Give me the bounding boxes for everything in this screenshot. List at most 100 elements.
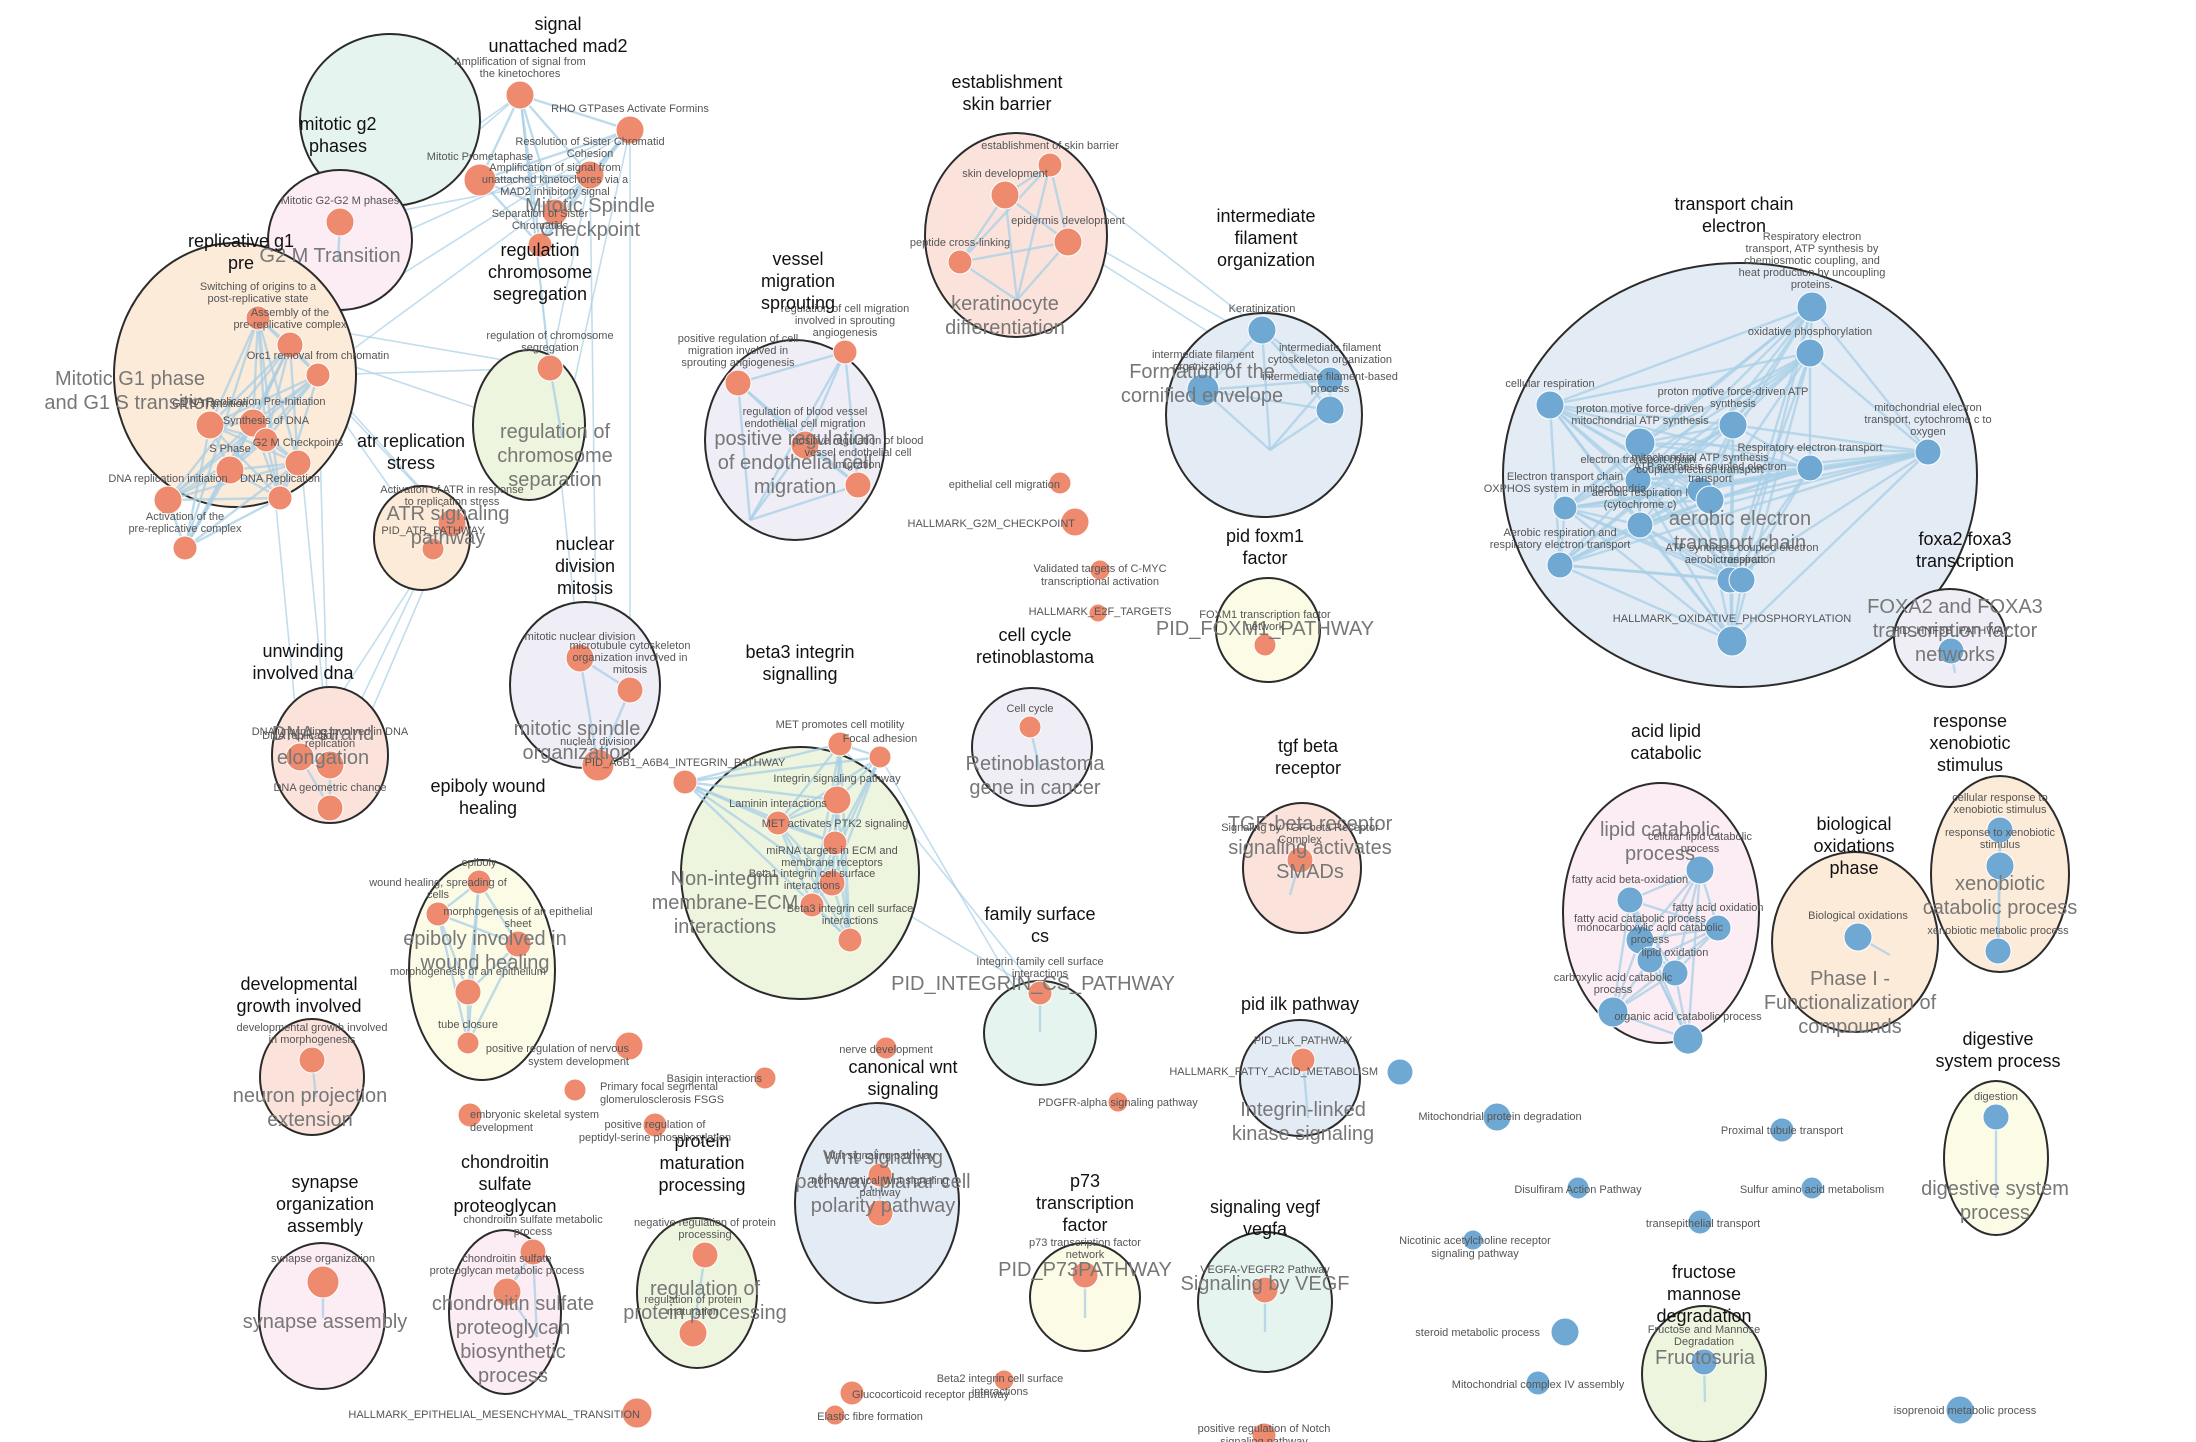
pathway-node[interactable] (1546, 551, 1574, 579)
pathway-node[interactable] (1636, 946, 1664, 974)
pathway-node[interactable] (575, 160, 605, 190)
pathway-node[interactable] (466, 869, 492, 895)
pathway-node[interactable] (306, 1265, 340, 1299)
pathway-node[interactable] (615, 115, 645, 145)
singleton-node[interactable] (993, 1369, 1015, 1391)
pathway-node[interactable] (1690, 1348, 1718, 1376)
pathway-node[interactable] (285, 742, 315, 772)
singleton-node[interactable] (1482, 1102, 1512, 1132)
singleton-node[interactable] (1386, 1058, 1414, 1086)
pathway-node[interactable] (1986, 816, 2014, 844)
pathway-node[interactable] (1552, 495, 1578, 521)
pathway-node[interactable] (463, 163, 497, 197)
pathway-node[interactable] (1843, 922, 1873, 952)
singleton-node[interactable] (457, 1102, 483, 1128)
pathway-node[interactable] (519, 1238, 547, 1266)
singleton-node[interactable] (563, 1078, 587, 1102)
singleton-node[interactable] (1525, 1370, 1551, 1396)
cluster-lipid-outline[interactable] (1562, 782, 1760, 1044)
pathway-node[interactable] (456, 1031, 480, 1055)
pathway-node[interactable] (1286, 846, 1314, 874)
pathway-node[interactable] (1728, 566, 1756, 594)
pathway-node[interactable] (284, 449, 312, 477)
pathway-node[interactable] (1053, 227, 1083, 257)
singleton-node[interactable] (753, 1066, 777, 1090)
pathway-node[interactable] (505, 80, 535, 110)
pathway-node[interactable] (581, 748, 615, 782)
pathway-node[interactable] (527, 232, 553, 258)
pathway-node[interactable] (1984, 937, 2012, 965)
pathway-node[interactable] (1982, 1103, 2010, 1131)
cluster-ilk-outline[interactable] (1239, 1019, 1361, 1137)
pathway-node[interactable] (1186, 373, 1220, 407)
pathway-node[interactable] (316, 794, 344, 822)
pathway-node[interactable] (990, 180, 1020, 210)
singleton-node[interactable] (874, 1036, 898, 1060)
pathway-node[interactable] (1796, 454, 1824, 482)
cluster-transport-outline[interactable] (1502, 262, 1978, 688)
pathway-node[interactable] (253, 427, 279, 453)
pathway-node[interactable] (827, 731, 853, 757)
pathway-node[interactable] (799, 892, 825, 918)
singleton-node[interactable] (1550, 1317, 1580, 1347)
singleton-node[interactable] (1945, 1395, 1975, 1425)
pathway-node[interactable] (195, 410, 225, 440)
pathway-node[interactable] (565, 643, 595, 673)
pathway-node[interactable] (1027, 980, 1053, 1006)
pathway-node[interactable] (305, 362, 331, 388)
pathway-node[interactable] (866, 1199, 894, 1227)
pathway-node[interactable] (1796, 291, 1828, 323)
pathway-node[interactable] (1985, 851, 2015, 881)
pathway-node[interactable] (691, 1241, 719, 1269)
pathway-node[interactable] (153, 485, 183, 515)
pathway-node[interactable] (1253, 633, 1277, 657)
singleton-node[interactable] (824, 1404, 846, 1426)
pathway-node[interactable] (504, 930, 532, 958)
singleton-node[interactable] (1048, 471, 1072, 495)
singleton-node[interactable] (1089, 559, 1111, 581)
pathway-node[interactable] (1626, 511, 1654, 539)
singleton-node[interactable] (1687, 1209, 1713, 1235)
pathway-node[interactable] (1247, 315, 1277, 345)
cluster-dev-outline[interactable] (259, 1018, 365, 1136)
singleton-node[interactable] (1088, 603, 1108, 623)
pathway-node[interactable] (1316, 366, 1344, 394)
singleton-node[interactable] (1566, 1176, 1590, 1200)
pathway-node[interactable] (818, 869, 846, 897)
pathway-node[interactable] (172, 535, 198, 561)
singleton-node[interactable] (1107, 1091, 1129, 1113)
pathway-node[interactable] (1071, 1261, 1099, 1289)
singleton-node[interactable] (621, 1397, 653, 1429)
pathway-node[interactable] (276, 331, 304, 359)
pathway-node[interactable] (672, 769, 698, 795)
pathway-node[interactable] (245, 305, 271, 331)
pathway-node[interactable] (1716, 625, 1748, 657)
pathway-node[interactable] (1616, 886, 1644, 914)
pathway-node[interactable] (790, 430, 820, 460)
pathway-node[interactable] (325, 207, 355, 237)
pathway-node[interactable] (1037, 152, 1063, 178)
singleton-node[interactable] (614, 1031, 644, 1061)
singleton-node[interactable] (642, 1112, 668, 1138)
pathway-node[interactable] (492, 1277, 522, 1307)
pathway-node[interactable] (837, 927, 863, 953)
pathway-node[interactable] (1290, 1047, 1316, 1073)
pathway-node[interactable] (1661, 959, 1689, 987)
pathway-node[interactable] (1624, 427, 1656, 459)
pathway-node[interactable] (1937, 637, 1965, 665)
pathway-node[interactable] (947, 249, 973, 275)
pathway-node[interactable] (437, 508, 467, 538)
pathway-node[interactable] (454, 978, 482, 1006)
cluster-foxm1-outline[interactable] (1215, 577, 1321, 683)
pathway-node[interactable] (844, 471, 872, 499)
pathway-node[interactable] (1718, 410, 1748, 440)
pathway-node[interactable] (1672, 1023, 1704, 1055)
singleton-node[interactable] (1251, 1422, 1277, 1442)
pathway-node[interactable] (215, 455, 245, 485)
pathway-node[interactable] (425, 901, 451, 927)
pathway-node[interactable] (1795, 338, 1825, 368)
cluster-skin-outline[interactable] (924, 132, 1108, 338)
pathway-node[interactable] (822, 830, 848, 856)
pathway-node[interactable] (1695, 485, 1725, 515)
pathway-node[interactable] (1535, 390, 1565, 420)
